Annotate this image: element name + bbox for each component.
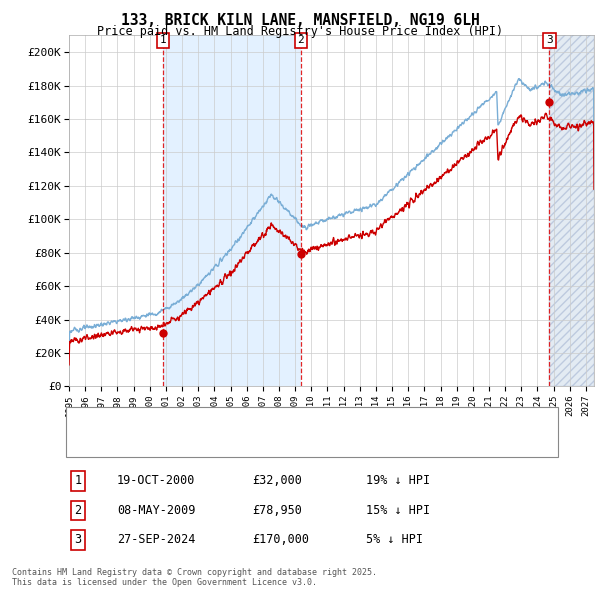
Text: 1: 1 bbox=[160, 35, 166, 45]
Bar bbox=[550, 35, 594, 386]
Text: 3: 3 bbox=[546, 35, 553, 45]
Text: 2: 2 bbox=[298, 35, 304, 45]
Text: 19-OCT-2000: 19-OCT-2000 bbox=[117, 474, 196, 487]
Text: 3: 3 bbox=[74, 533, 82, 546]
Text: Price paid vs. HM Land Registry's House Price Index (HPI): Price paid vs. HM Land Registry's House … bbox=[97, 25, 503, 38]
Text: Contains HM Land Registry data © Crown copyright and database right 2025.
This d: Contains HM Land Registry data © Crown c… bbox=[12, 568, 377, 587]
Text: £170,000: £170,000 bbox=[252, 533, 309, 546]
Text: HPI: Average price, semi-detached house, Mansfield: HPI: Average price, semi-detached house,… bbox=[117, 438, 430, 448]
Text: 08-MAY-2009: 08-MAY-2009 bbox=[117, 504, 196, 517]
Bar bbox=[163, 35, 301, 386]
Text: 19% ↓ HPI: 19% ↓ HPI bbox=[366, 474, 430, 487]
Text: 1: 1 bbox=[74, 474, 82, 487]
Text: 27-SEP-2024: 27-SEP-2024 bbox=[117, 533, 196, 546]
Text: 5% ↓ HPI: 5% ↓ HPI bbox=[366, 533, 423, 546]
Text: £32,000: £32,000 bbox=[252, 474, 302, 487]
Text: £78,950: £78,950 bbox=[252, 504, 302, 517]
Text: 133, BRICK KILN LANE, MANSFIELD, NG19 6LH (semi-detached house): 133, BRICK KILN LANE, MANSFIELD, NG19 6L… bbox=[117, 416, 511, 426]
Text: 133, BRICK KILN LANE, MANSFIELD, NG19 6LH: 133, BRICK KILN LANE, MANSFIELD, NG19 6L… bbox=[121, 13, 479, 28]
Text: 2: 2 bbox=[74, 504, 82, 517]
Text: 15% ↓ HPI: 15% ↓ HPI bbox=[366, 504, 430, 517]
